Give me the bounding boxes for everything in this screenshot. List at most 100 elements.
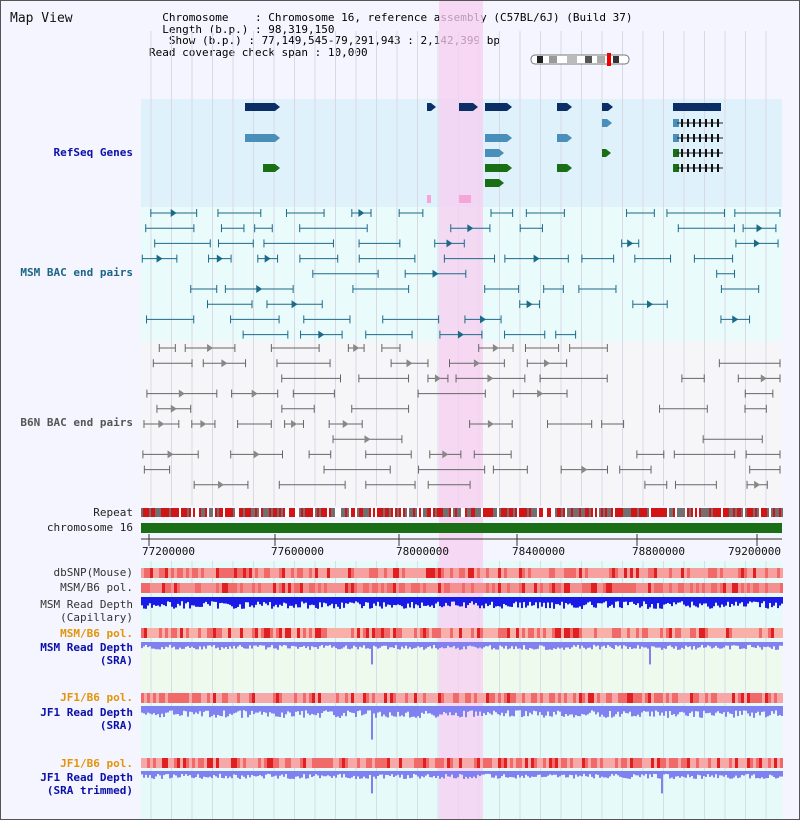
repeat-bar xyxy=(301,508,303,517)
snp-density-cell xyxy=(318,758,321,768)
snp-density-cell xyxy=(348,568,351,578)
track-label-jf1-b6-pol[interactable]: JF1/B6 pol. xyxy=(60,691,133,704)
snp-density-cell xyxy=(588,693,591,703)
snp-density-cell xyxy=(687,758,690,768)
depth-bar xyxy=(261,771,263,777)
depth-bar xyxy=(591,771,593,777)
snp-density-cell xyxy=(702,583,705,593)
repeat-bar xyxy=(447,508,449,517)
depth-bar xyxy=(649,771,651,775)
track-label-msm-depth-cap[interactable]: MSM Read Depth xyxy=(40,598,133,611)
depth-bar xyxy=(337,706,339,717)
track-label-jf1-depth-trim[interactable]: JF1 Read Depth xyxy=(40,771,133,784)
repeat-bar xyxy=(535,508,537,517)
depth-bar xyxy=(721,771,723,776)
track-label-repeat[interactable]: Repeat xyxy=(93,506,133,519)
depth-bar xyxy=(191,642,193,647)
depth-bar xyxy=(701,706,703,718)
snp-density-cell xyxy=(711,693,714,703)
bac-end-arrow xyxy=(178,389,185,398)
snp-density-cell xyxy=(342,693,345,703)
snp-density-cell xyxy=(621,568,624,578)
depth-bar xyxy=(379,642,381,648)
track-label-refseq[interactable]: RefSeq Genes xyxy=(53,146,133,159)
repeat-bar xyxy=(235,508,237,517)
depth-bar xyxy=(183,706,185,711)
depth-bar xyxy=(451,642,453,648)
repeat-bar xyxy=(441,508,443,517)
snp-density-cell xyxy=(768,583,771,593)
depth-bar xyxy=(611,706,613,718)
snp-density-cell xyxy=(762,568,765,578)
depth-bar xyxy=(513,706,515,717)
depth-bar xyxy=(475,597,477,603)
depth-bar xyxy=(551,771,553,776)
gene-exon xyxy=(557,103,567,111)
depth-bar xyxy=(145,642,147,645)
depth-bar xyxy=(311,706,313,714)
depth-bar xyxy=(719,642,721,649)
snp-density-cell xyxy=(276,568,279,578)
snp-density-cell xyxy=(438,628,441,638)
depth-bar xyxy=(531,597,533,606)
gene-exon xyxy=(687,119,689,127)
depth-bar xyxy=(627,771,629,779)
depth-bar xyxy=(397,706,399,712)
repeat-bar xyxy=(693,508,695,517)
repeat-bar xyxy=(715,508,717,517)
snp-density-cell xyxy=(711,568,714,578)
snp-density-cell xyxy=(543,628,546,638)
snp-density-cell xyxy=(390,693,393,703)
depth-bar xyxy=(741,597,743,603)
depth-bar xyxy=(697,706,699,712)
depth-bar xyxy=(759,597,761,608)
repeat-bar xyxy=(421,508,423,517)
snp-density-cell xyxy=(666,693,669,703)
snp-density-cell xyxy=(414,568,417,578)
depth-bar xyxy=(479,642,481,648)
track-label-jf1-depth-sra[interactable]: JF1 Read Depth xyxy=(40,706,133,719)
depth-bar xyxy=(389,597,391,605)
track-label-msm-b6-pol-2[interactable]: MSM/B6 pol. xyxy=(60,627,133,640)
depth-bar xyxy=(739,706,741,711)
snp-density-cell xyxy=(636,583,639,593)
region-info: Chromosome : Chromosome 16, reference as… xyxy=(149,12,632,58)
track-label-msm-depth-sra[interactable]: MSM Read Depth xyxy=(40,641,133,654)
repeat-bar xyxy=(599,508,601,517)
snp-density-cell xyxy=(150,693,153,703)
depth-bar xyxy=(147,771,149,778)
depth-bar xyxy=(501,771,503,777)
depth-bar xyxy=(427,771,429,775)
snp-density-cell xyxy=(450,583,453,593)
depth-bar xyxy=(709,706,711,713)
repeat-bar xyxy=(345,508,347,517)
track-label-msm-b6-pol[interactable]: MSM/B6 pol. xyxy=(60,581,133,594)
track-label-dbsnp[interactable]: dbSNP(Mouse) xyxy=(53,566,133,579)
track-label-chromosome[interactable]: chromosome 16 xyxy=(46,521,133,534)
track-label-b6n-bac[interactable]: B6N BAC end pairs xyxy=(20,416,133,429)
depth-bar xyxy=(581,771,583,777)
snp-density-cell xyxy=(585,583,588,593)
snp-density-cell xyxy=(363,758,366,768)
snp-density-cell xyxy=(501,583,504,593)
track-label-msm-bac[interactable]: MSM BAC end pairs xyxy=(20,266,133,279)
page-title: Map View xyxy=(10,11,73,26)
snp-density-cell xyxy=(762,583,765,593)
snp-density-cell xyxy=(291,568,294,578)
highlight-region xyxy=(439,1,483,819)
depth-bar xyxy=(471,642,473,647)
snp-density-cell xyxy=(402,628,405,638)
repeat-bar xyxy=(751,508,753,517)
depth-bar xyxy=(345,706,347,717)
gene-exon xyxy=(557,164,567,172)
repeat-bar xyxy=(243,508,245,517)
repeat-bar xyxy=(577,508,579,517)
track-label-jf1-b6-pol-2[interactable]: JF1/B6 pol. xyxy=(60,757,133,770)
repeat-bar xyxy=(489,508,491,517)
depth-bar xyxy=(319,706,321,718)
snp-density-cell xyxy=(357,758,360,768)
depth-bar xyxy=(679,642,681,650)
repeat-bar xyxy=(287,508,289,517)
depth-bar xyxy=(269,706,271,713)
